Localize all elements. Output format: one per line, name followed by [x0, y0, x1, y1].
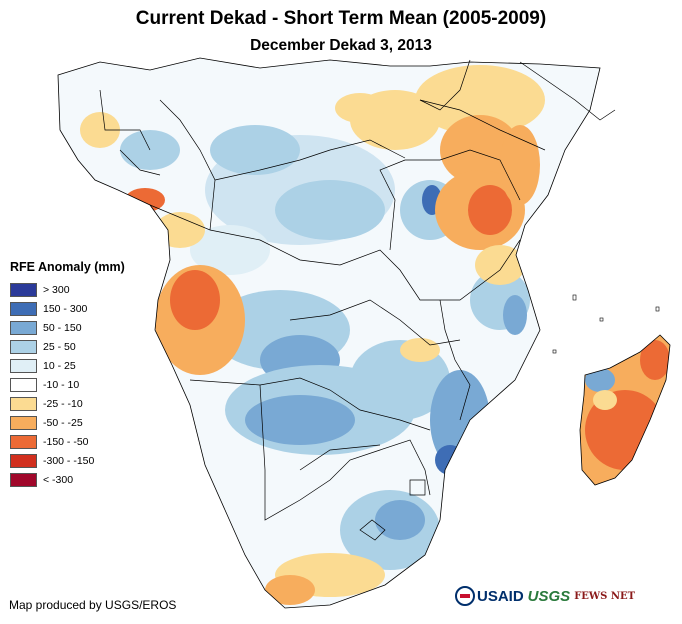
- island: [599, 317, 604, 322]
- legend-swatch: [10, 378, 37, 393]
- legend-label: > 300: [43, 283, 70, 296]
- legend-title: RFE Anomaly (mm): [10, 260, 125, 274]
- legend-swatch: [10, 473, 37, 488]
- legend-swatch: [10, 282, 37, 297]
- legend-swatch: [10, 454, 37, 469]
- legend-label: -300 - -150: [43, 455, 95, 468]
- legend-swatch: [10, 358, 37, 373]
- legend-item: 50 - 150: [10, 318, 125, 337]
- usaid-wordmark: USAID: [477, 587, 524, 605]
- legend-label: -25 - -10: [43, 398, 83, 411]
- island: [572, 294, 577, 301]
- legend-label: < -300: [43, 474, 74, 487]
- island: [552, 349, 557, 354]
- legend-label: -10 - 10: [43, 379, 80, 392]
- legend-item: -300 - -150: [10, 452, 125, 471]
- legend-item: -50 - -25: [10, 414, 125, 433]
- legend-item: -10 - 10: [10, 375, 125, 394]
- legend-item: < -300: [10, 471, 125, 490]
- usgs-wordmark: USGS: [527, 587, 571, 605]
- legend: RFE Anomaly (mm) > 300 150 - 300 50 - 15…: [10, 260, 125, 490]
- legend-item: 150 - 300: [10, 299, 125, 318]
- legend-swatch: [10, 301, 37, 316]
- island: [655, 306, 660, 312]
- legend-label: 150 - 300: [43, 302, 88, 315]
- map-credit: Map produced by USGS/EROS: [9, 598, 177, 612]
- usaid-logo: USAID: [455, 586, 524, 606]
- fewsnet-logo: FEWS NET: [574, 591, 635, 602]
- legend-swatch: [10, 339, 37, 354]
- legend-swatch: [10, 320, 37, 335]
- africa-coastline: [57, 57, 601, 609]
- usaid-seal-icon: [455, 586, 475, 606]
- legend-item: 25 - 50: [10, 337, 125, 356]
- legend-label: -50 - -25: [43, 417, 83, 430]
- madagascar-coastline: [579, 334, 671, 486]
- legend-swatch: [10, 397, 37, 412]
- legend-item: -25 - -10: [10, 395, 125, 414]
- fewsnet-wordmark: FEWS NET: [574, 590, 636, 602]
- legend-item: > 300: [10, 280, 125, 299]
- legend-label: -150 - -50: [43, 436, 89, 449]
- usgs-logo: USGS: [528, 588, 571, 605]
- country-borders: [99, 59, 546, 541]
- legend-swatch: [10, 435, 37, 450]
- map-subtitle: December Dekad 3, 2013: [250, 37, 432, 54]
- legend-label: 25 - 50: [43, 340, 76, 353]
- agency-logos: USAID USGS FEWS NET: [455, 586, 635, 606]
- madagascar-anomaly-field: [580, 335, 670, 485]
- arabia-coastline: [519, 61, 616, 121]
- legend-item: -150 - -50: [10, 433, 125, 452]
- legend-label: 50 - 150: [43, 321, 82, 334]
- map-title: Current Dekad - Short Term Mean (2005-20…: [135, 8, 547, 29]
- legend-item: 10 - 25: [10, 356, 125, 375]
- legend-swatch: [10, 416, 37, 431]
- legend-label: 10 - 25: [43, 359, 76, 372]
